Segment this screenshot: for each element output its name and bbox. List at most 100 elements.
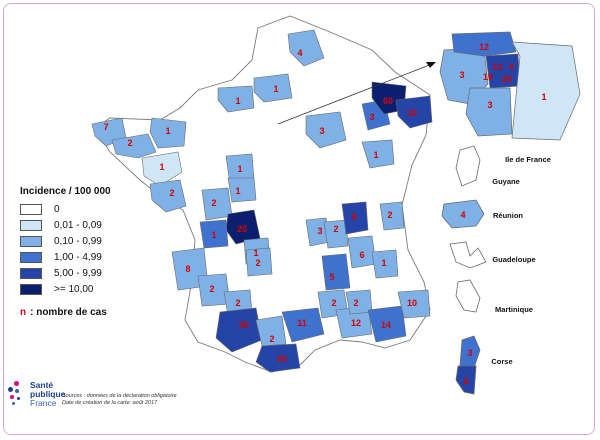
case-count-corse-nord: 3: [467, 348, 472, 358]
dept-rhone: [341, 201, 369, 235]
legend-title: Incidence / 100 000: [20, 186, 111, 197]
case-count-mainland-12: 1: [373, 150, 378, 160]
case-count-idf-1: 13: [492, 62, 502, 72]
case-count-mainland-11: 10: [407, 108, 417, 118]
dept-haut-rhin: [395, 95, 433, 129]
case-count-mainland-1: 1: [165, 126, 170, 136]
dept-ardeche: [321, 253, 351, 291]
legend-class-3: 1,00 - 4,99: [20, 250, 180, 265]
case-count-mainland-6: 1: [273, 84, 278, 94]
case-count-idf-4: 20: [502, 74, 512, 84]
case-count-corse-sud: 6: [463, 376, 468, 386]
dept-lot: [245, 247, 273, 277]
territory-label-idf: Ile de France: [505, 155, 551, 164]
legend-class-label: 1,00 - 4,99: [54, 252, 102, 263]
sources-note: Sources : données de la déclaration obli…: [62, 393, 177, 407]
case-count-mainland-38: 20: [277, 354, 287, 364]
legend-class-4: 5,00 - 9,99: [20, 266, 180, 281]
corse-sud-shape: [455, 365, 477, 395]
martinique-shape: [455, 279, 481, 313]
case-count-mainland-3: 1: [159, 162, 164, 172]
dept-morbihan: [111, 133, 157, 159]
dept-ariege: [255, 315, 287, 347]
dept-charente: [199, 219, 229, 249]
case-count-mainland-35: 10: [407, 298, 417, 308]
case-count-mainland-9: 3: [369, 112, 374, 122]
case-count-mainland-7: 4: [297, 48, 302, 58]
case-count-mainland-25: 8: [185, 264, 190, 274]
mainland-departments: [91, 29, 433, 373]
logo-line-2: publique: [30, 389, 66, 399]
territory-label-corse: Corse: [491, 357, 512, 366]
dept-nord: [287, 29, 325, 67]
dept-cotes-darmor: [149, 117, 187, 149]
case-count-mainland-27: 5: [329, 272, 334, 282]
dept-indre-et-loire: [227, 177, 257, 203]
case-count-mainland-19: 3: [317, 226, 322, 236]
case-count-mainland-21: 9: [351, 212, 356, 222]
case-count-mainland-29: 2: [235, 298, 240, 308]
dept-puy-de-dome: [323, 219, 349, 249]
reunion-shape: [441, 199, 485, 229]
case-count-mainland-17: 1: [211, 230, 216, 240]
idf-essonne: [465, 87, 513, 137]
legend-class-label: >= 10,00: [54, 284, 94, 295]
guyane-shape: [455, 145, 481, 187]
dept-var: [367, 305, 407, 343]
sources-line-2: Date de création de la carte: août 2017: [62, 400, 158, 406]
case-count-idf-6: 3: [487, 100, 492, 110]
case-count-mainland-30: 50: [239, 320, 249, 330]
idf-arrow-head: [426, 62, 436, 68]
dept-haute-garonne: [215, 307, 263, 353]
case-count-mainland-5: 1: [235, 96, 240, 106]
case-count-mainland-14: 1: [235, 186, 240, 196]
territory-label-guadeloupe: Guadeloupe: [492, 255, 535, 264]
case-count-mainland-18: 1: [253, 248, 258, 258]
case-count-idf-2: 4: [508, 62, 513, 72]
case-count-mainland-4: 2: [169, 188, 174, 198]
case-count-mainland-24: 1: [381, 258, 386, 268]
case-count-mainland-34: 14: [381, 320, 391, 330]
case-count-mainland-16: 20: [237, 224, 247, 234]
dept-pyrenees-orientales: [255, 343, 301, 373]
legend-swatch: [20, 220, 42, 231]
dept-alpes-maritimes: [397, 289, 431, 319]
legend-class-label: 0,10 - 0,99: [54, 236, 102, 247]
case-count-mainland-22: 2: [387, 210, 392, 220]
dept-marne: [305, 111, 347, 149]
dept-calvados: [217, 85, 255, 113]
case-count-mainland-15: 2: [211, 198, 216, 208]
dept-doubs: [361, 139, 395, 169]
sources-line-1: Sources : données de la déclaration obli…: [62, 393, 177, 399]
logo-line-1: Santé: [30, 380, 54, 390]
legend-class-0: 0: [20, 202, 180, 217]
idf-inset: [439, 31, 581, 141]
guadeloupe-shape: [449, 241, 487, 269]
case-count-mainland-13: 1: [237, 164, 242, 174]
case-count-mainland-0: 7: [103, 122, 108, 132]
case-count-reunion: 4: [460, 210, 465, 220]
dept-loire-atlantique: [141, 151, 183, 187]
legend-class-label: 0: [54, 204, 60, 215]
legend-note-text: : nombre de cas: [30, 307, 107, 318]
legend-class-2: 0,10 - 0,99: [20, 234, 180, 249]
legend-swatch: [20, 284, 42, 295]
legend-swatch: [20, 204, 42, 215]
corse-nord-shape: [459, 335, 481, 369]
case-count-mainland-10: 60: [383, 96, 393, 106]
case-count-idf-3: 10: [483, 72, 493, 82]
case-count-mainland-31: 11: [297, 318, 307, 328]
case-count-mainland-37: 2: [269, 334, 274, 344]
case-count-idf-5: 3: [459, 70, 464, 80]
legend-class-label: 5,00 - 9,99: [54, 268, 102, 279]
territory-label-martinique: Martinique: [495, 305, 533, 314]
case-count-mainland-33: 12: [351, 318, 361, 328]
sante-publique-france-logo: Santé publique France: [8, 381, 65, 408]
legend-class-5: >= 10,00: [20, 282, 180, 297]
legend-swatch: [20, 252, 42, 263]
case-count-idf-7: 1: [541, 92, 546, 102]
legend-note-letter: n: [20, 307, 27, 318]
legend-swatch: [20, 268, 42, 279]
